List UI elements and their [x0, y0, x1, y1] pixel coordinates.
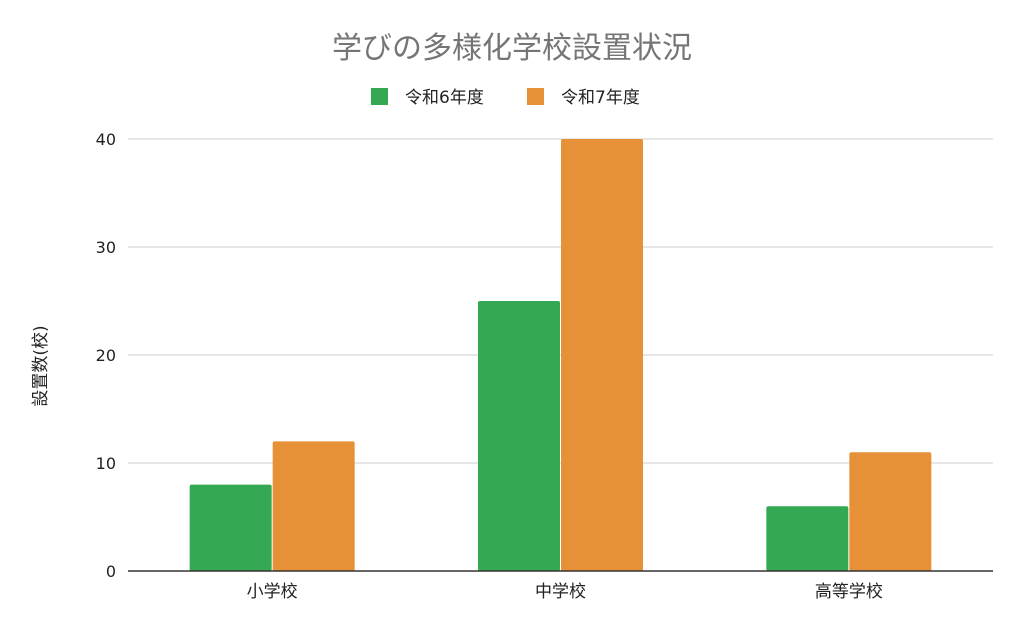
bar-2-2 [561, 139, 643, 571]
legend-swatch-1 [371, 88, 388, 105]
x-axis-categories: 小学校 中学校 高等学校 [247, 582, 883, 602]
bar-2-3 [849, 452, 932, 571]
x-category-label-1: 小学校 [247, 582, 298, 602]
x-category-label-3: 高等学校 [815, 582, 883, 602]
legend: 令和6年度 令和7年度 [371, 88, 640, 108]
legend-label-2: 令和7年度 [561, 88, 640, 108]
y-tick-label-40: 40 [96, 130, 116, 149]
x-category-label-2: 中学校 [535, 582, 586, 602]
bar-1-1 [189, 484, 272, 571]
gridlines [128, 138, 993, 464]
y-tick-label-0: 0 [106, 562, 116, 581]
bar-2-1 [272, 441, 355, 571]
chart-title: 学びの多様化学校設置状況 [332, 31, 692, 66]
y-tick-label-30: 30 [96, 238, 116, 257]
legend-label-1: 令和6年度 [405, 88, 484, 108]
y-axis-ticks: 0 10 20 30 40 [96, 130, 116, 581]
y-tick-label-10: 10 [96, 454, 116, 473]
bar-1-3 [766, 506, 849, 571]
y-axis-label: 設置数(校) [31, 325, 51, 406]
legend-swatch-2 [527, 88, 544, 105]
y-tick-label-20: 20 [96, 346, 116, 365]
bars [189, 139, 932, 571]
bar-1-2 [478, 301, 560, 571]
